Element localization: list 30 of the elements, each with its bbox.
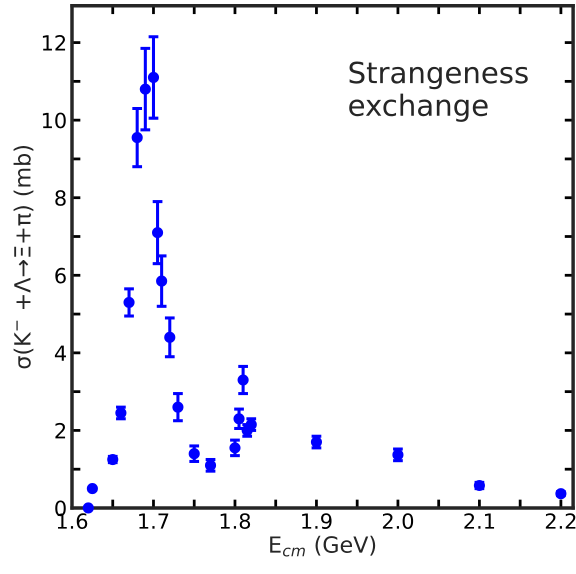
x-tick-label: 2.0 <box>382 513 414 529</box>
point <box>86 483 98 494</box>
point <box>82 502 94 514</box>
point <box>152 227 164 238</box>
y-tick-label: 10 <box>42 112 66 128</box>
point <box>123 296 135 308</box>
x-tick-label: 2.2 <box>546 513 576 529</box>
x-tick-label: 1.7 <box>139 513 168 529</box>
point <box>233 413 245 424</box>
x-axis-title: E$_{cm}$ (GeV) <box>270 536 376 557</box>
point <box>229 442 241 454</box>
point <box>148 72 160 84</box>
point <box>140 84 151 95</box>
y-tick-label: 4 <box>54 346 66 361</box>
y-tick-label: 12 <box>42 35 66 50</box>
point <box>164 332 176 343</box>
annotation: Strangeness exchange <box>349 62 528 122</box>
point <box>172 402 184 413</box>
x-tick-label: 2.1 <box>464 513 494 529</box>
point <box>188 448 200 460</box>
x-tick-label: 1.8 <box>220 513 250 529</box>
point <box>555 488 566 500</box>
point <box>238 374 249 386</box>
y-tick-label: 2 <box>55 422 66 438</box>
y-tick-label: 8 <box>55 190 66 206</box>
point <box>156 276 168 287</box>
y-tick-label: 6 <box>55 268 66 284</box>
point <box>132 132 143 144</box>
x-tick-label: 1.9 <box>302 513 332 529</box>
y-axis-title: σ(K$^{−}$ +Λ→Ξ+π) (mb) <box>14 146 34 368</box>
